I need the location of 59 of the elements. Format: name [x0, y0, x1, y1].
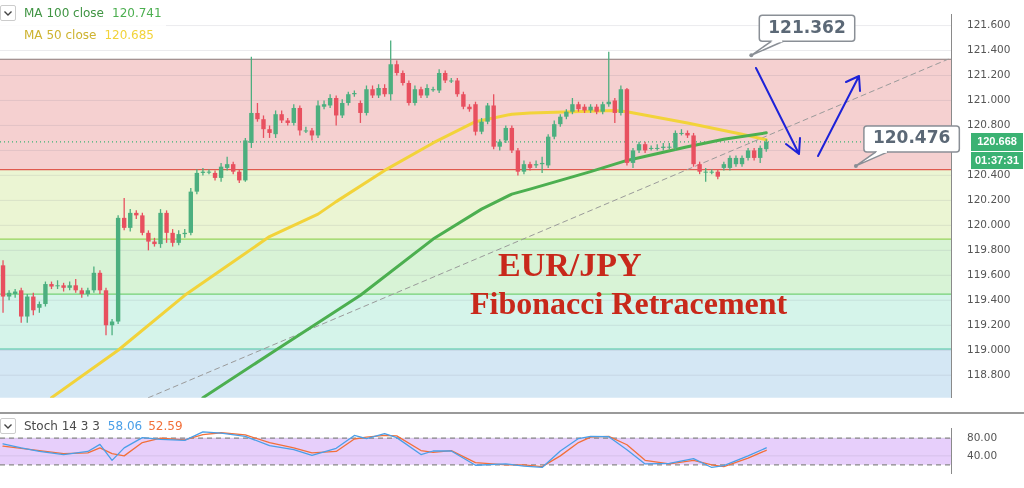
- candlestick: [291, 103, 296, 127]
- y-tick-label: 121.200: [967, 68, 1011, 81]
- candlestick: [31, 292, 36, 316]
- y-tick-label: 80.00: [967, 430, 998, 443]
- candlestick: [618, 84, 624, 117]
- text: EUR/JPY: [497, 246, 643, 284]
- candlestick: [303, 126, 309, 134]
- candlestick: [146, 229, 151, 251]
- candlestick: [412, 84, 418, 107]
- candlestick: [552, 119, 557, 140]
- text: MA 100 close: [24, 6, 105, 20]
- candlestick: [43, 280, 48, 308]
- candlestick: [515, 147, 521, 177]
- y-tick-label: 119.800: [967, 243, 1011, 256]
- candlestick: [25, 293, 30, 324]
- candlestick: [255, 102, 260, 123]
- candlestick: [612, 97, 618, 124]
- y-tick-label: 119.000: [967, 342, 1011, 355]
- candlestick: [194, 168, 200, 195]
- annotation: 58.06: [107, 419, 143, 433]
- candlestick: [206, 168, 212, 175]
- candlestick: [455, 77, 460, 98]
- y-tick-label: 120.800: [967, 118, 1011, 131]
- y-tick-label: 120.200: [967, 193, 1011, 206]
- candlestick: [630, 147, 636, 169]
- y-tick-label: 121.000: [967, 93, 1011, 106]
- candlestick: [261, 114, 266, 139]
- y-tick-label: 118.800: [967, 367, 1011, 380]
- y-tick-label: 120.000: [967, 218, 1011, 231]
- annotation: 120.685: [104, 28, 154, 42]
- candlestick: [6, 289, 12, 301]
- candlestick: [218, 162, 224, 183]
- candlestick: [121, 197, 127, 231]
- y-tick-label: 119.600: [967, 268, 1011, 281]
- candlestick: [485, 102, 490, 125]
- candlestick: [164, 209, 169, 244]
- candlestick: [273, 109, 278, 139]
- chart-title: Stoch 14 3 3: [24, 419, 100, 433]
- annotation: 52.59: [148, 419, 183, 433]
- candlestick: [321, 99, 327, 110]
- y-tick-label: 119.200: [967, 318, 1011, 330]
- candlestick: [140, 212, 145, 236]
- candlestick: [128, 208, 133, 233]
- text: Fibonacci Retracement: [470, 284, 788, 322]
- candlestick: [430, 86, 436, 93]
- candlestick: [358, 99, 363, 124]
- text: 01:37:31: [974, 153, 1020, 166]
- candlestick: [364, 84, 369, 117]
- y-tick-label: 121.600: [967, 18, 1011, 31]
- annotation: 120.741: [112, 6, 162, 20]
- annotation: 121.362: [768, 16, 846, 37]
- y-tick-label: 120.400: [967, 168, 1011, 181]
- annotation: 120.476: [872, 127, 951, 148]
- candlestick: [406, 79, 412, 107]
- text: MA 50 close: [24, 28, 97, 42]
- y-tick-label: 40.00: [967, 448, 998, 461]
- y-tick-label: 121.400: [967, 43, 1011, 56]
- ref-line-label: 120.668: [977, 134, 1017, 147]
- y-tick-label: 119.400: [967, 293, 1011, 306]
